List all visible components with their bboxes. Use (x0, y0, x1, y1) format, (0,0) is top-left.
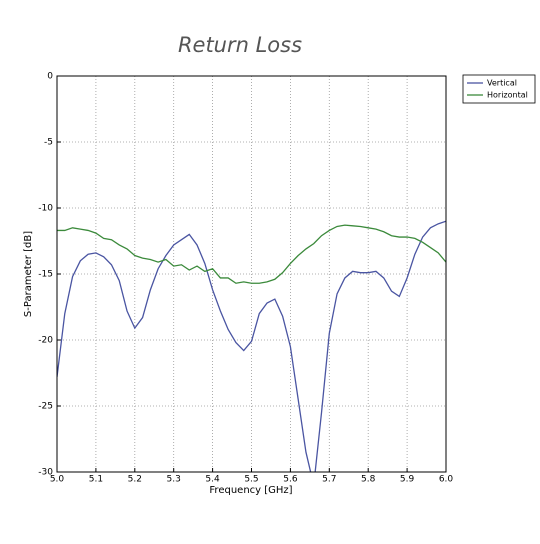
y-tick-label: -25 (38, 402, 53, 412)
y-tick-label: 0 (47, 72, 53, 82)
plot-frame (56, 75, 447, 473)
series-line (57, 224, 446, 284)
x-tick-label: 5.4 (205, 475, 220, 485)
y-tick-label: -5 (44, 138, 53, 148)
y-tick-label: -10 (38, 204, 53, 214)
chart-title: Return Loss (178, 33, 302, 57)
legend (462, 74, 536, 104)
x-tick-label: 5.8 (361, 475, 376, 485)
x-tick-label: 5.7 (322, 475, 336, 485)
x-tick-label: 5.0 (50, 475, 65, 485)
x-tick-label: 5.1 (89, 475, 103, 485)
x-tick-label: 5.3 (167, 475, 181, 485)
x-tick-label: 5.2 (128, 475, 142, 485)
x-tick-label: 5.9 (400, 475, 415, 485)
x-tick-label: 5.6 (283, 475, 298, 485)
y-tick-label: -30 (38, 468, 53, 478)
legend-label: Vertical (487, 79, 517, 88)
legend-label: Horizontal (487, 91, 528, 100)
x-tick-label: 5.5 (244, 475, 258, 485)
x-axis-label: Frequency [GHz] (209, 485, 292, 496)
x-tick-label: 6.0 (439, 475, 454, 485)
y-tick-label: -20 (38, 336, 53, 346)
y-axis-label: S-Parameter [dB] (23, 231, 34, 317)
y-tick-label: -15 (38, 270, 53, 280)
series-line (57, 220, 446, 472)
